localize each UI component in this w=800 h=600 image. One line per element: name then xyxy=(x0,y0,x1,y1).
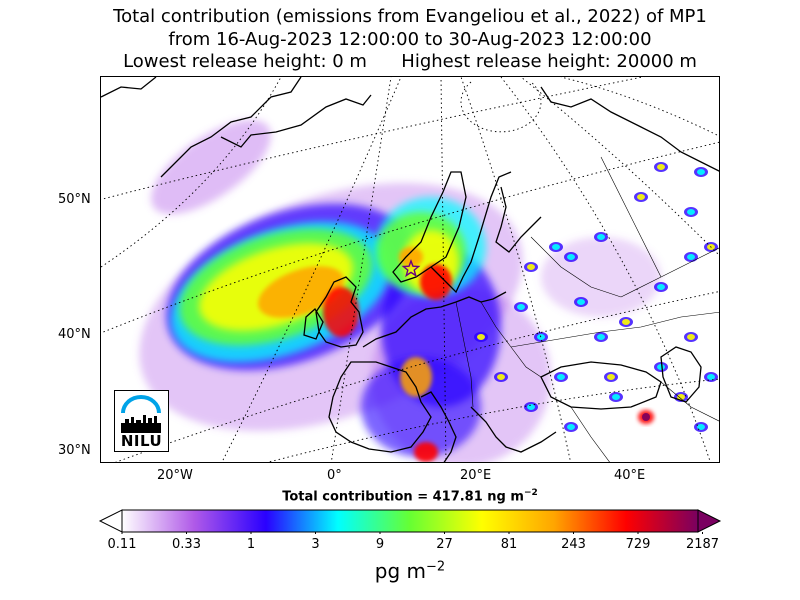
north-coast-west xyxy=(101,77,157,98)
graticule-line xyxy=(520,77,719,256)
plume-patch xyxy=(527,404,535,410)
north-sea-coast xyxy=(362,291,507,348)
total-contribution-exponent: −2 xyxy=(523,488,538,498)
lon-label-20w: 20°W xyxy=(157,468,193,483)
plume-patch xyxy=(657,164,665,170)
lon-label-40e: 40°E xyxy=(614,468,646,483)
star-marker xyxy=(401,259,421,278)
plume-patch xyxy=(420,264,452,300)
nilu-logo-text: NILU xyxy=(120,432,163,450)
coastlines xyxy=(101,77,719,462)
plume-patch xyxy=(697,169,705,175)
graticule-line xyxy=(560,77,719,137)
graticule-line xyxy=(500,77,711,462)
plume-patch xyxy=(527,264,535,270)
plume-patch xyxy=(361,357,481,457)
arctic-russia-coast xyxy=(540,86,719,172)
plume-patch xyxy=(400,357,432,397)
colorbar-tick-label: 243 xyxy=(561,537,586,552)
colorbar-extend-high xyxy=(697,509,722,533)
plume-patch xyxy=(637,194,645,200)
plume-patch xyxy=(258,266,344,318)
colorbar-tick-label: 1 xyxy=(246,537,256,552)
map-title-line-1: Total contribution (emissions from Evang… xyxy=(113,6,707,27)
colorbar-tick-label: 0.11 xyxy=(107,537,137,552)
greenland-coast xyxy=(160,77,302,178)
plume-patch xyxy=(687,334,695,340)
plume-patch xyxy=(323,287,359,337)
map-canvas xyxy=(101,77,719,462)
graticule-line xyxy=(101,77,645,200)
total-contribution-text: Total contribution = 417.81 ng m xyxy=(282,489,524,505)
lon-label-0: 0° xyxy=(327,468,342,483)
graticule-line xyxy=(221,77,402,462)
plume-patch xyxy=(657,364,665,370)
iberia-france-coast xyxy=(328,361,432,453)
graticule-line xyxy=(267,378,719,462)
great-britain-coast xyxy=(315,276,364,348)
colorbar-tick-label: 9 xyxy=(375,537,385,552)
lat-label-40n: 40°N xyxy=(58,327,91,342)
plume-patch xyxy=(567,254,575,260)
plume-patch xyxy=(517,304,525,310)
colorbar-tick-label: 2187 xyxy=(685,537,720,552)
nilu-logo-icon xyxy=(121,395,161,433)
unit-text: pg m xyxy=(374,559,427,583)
plume-patch xyxy=(642,413,650,421)
black-sea-coast xyxy=(540,361,662,410)
map-title-line-2: from 16-Aug-2023 12:00:00 to 30-Aug-2023… xyxy=(168,29,652,50)
plume-patch xyxy=(657,284,665,290)
graticule-line xyxy=(101,141,719,334)
plume-patch xyxy=(687,209,695,215)
graticule-line xyxy=(101,77,282,268)
plume-patch xyxy=(399,247,423,267)
unit-exponent: −2 xyxy=(426,559,446,575)
concentration-field xyxy=(139,119,718,462)
plume-patch xyxy=(577,299,585,305)
colorbar-gradient xyxy=(121,509,699,533)
lat-label-30n: 30°N xyxy=(58,443,91,458)
plume-patch xyxy=(697,424,705,430)
country-borders xyxy=(455,156,719,462)
plume-patch xyxy=(414,442,438,462)
plume-patch xyxy=(597,334,605,340)
colorbar-tick-label: 729 xyxy=(625,537,651,552)
plume-patch xyxy=(477,334,485,340)
lon-label-20e: 20°E xyxy=(460,468,492,483)
colorbar-tick-label: 0.33 xyxy=(172,537,201,552)
caspian-sea-coast xyxy=(660,346,702,403)
iceland-greenland-coast xyxy=(220,94,372,148)
plume-patch xyxy=(497,374,505,380)
colorbar-unit-label: pg m−2 xyxy=(0,559,800,583)
colorbar-tick-label: 27 xyxy=(436,537,453,552)
sweden-coast xyxy=(430,171,512,294)
plume-patch xyxy=(707,374,715,380)
nilu-logo: NILU xyxy=(114,390,169,452)
plume-patch xyxy=(597,234,605,240)
italy-coast xyxy=(420,391,457,462)
plume-patch xyxy=(607,374,615,380)
norway-coast xyxy=(392,171,467,283)
plume-patch xyxy=(612,394,620,400)
plume-patch xyxy=(552,244,560,250)
lat-label-50n: 50°N xyxy=(58,192,91,207)
graticule-line xyxy=(440,77,447,462)
colorbar-tick-label: 3 xyxy=(311,537,320,552)
total-contribution-label: Total contribution = 417.81 ng m−2 xyxy=(0,488,800,504)
colorbar-extend-low xyxy=(98,509,123,533)
graticule xyxy=(101,77,719,462)
colorbar xyxy=(98,509,722,534)
plume-patch xyxy=(557,374,565,380)
map-panel xyxy=(100,76,720,463)
plume-patch xyxy=(151,119,271,215)
graticule-line xyxy=(460,81,542,133)
plume-patch xyxy=(687,254,695,260)
map-title-line-3: Lowest release height: 0 m Highest relea… xyxy=(123,51,697,72)
plume-patch xyxy=(677,394,685,400)
plume-patch xyxy=(622,319,630,325)
balkans-coast xyxy=(470,406,557,453)
ireland-coast xyxy=(303,307,324,340)
plume-patch xyxy=(567,424,575,430)
colorbar-tick-label: 81 xyxy=(500,537,518,552)
